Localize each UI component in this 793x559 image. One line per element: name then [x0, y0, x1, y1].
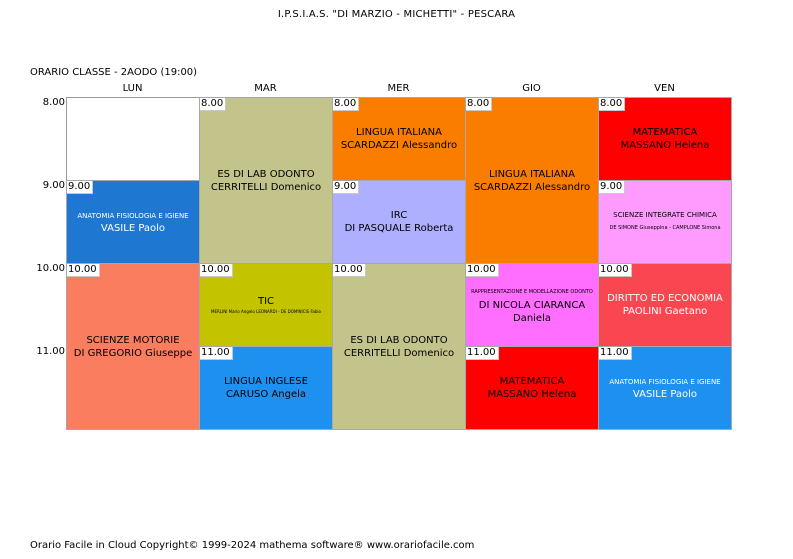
subject-label: ES DI LAB ODONTO: [350, 334, 448, 346]
day-header-lun: LUN: [122, 83, 143, 94]
lesson-block[interactable]: 9.00 SCIENZE INTEGRATE CHIMICA DE SIMONE G…: [598, 180, 732, 264]
copyright-footer: Orario Facile in Cloud Copyright© 1999-2…: [30, 540, 475, 551]
subject-label: SCIENZE MOTORIE: [86, 334, 180, 346]
block-start-time: 8.00: [200, 98, 227, 111]
block-start-time: 9.00: [333, 181, 360, 194]
block-start-time: 10.00: [599, 264, 632, 277]
lesson-block[interactable]: 11.00 LINGUA INGLESE CARUSO Angela: [199, 346, 333, 430]
teacher-label: PAOLINI Gaetano: [622, 306, 708, 317]
teacher-label: CERRITELLI Domenico: [210, 181, 322, 193]
subject-label: IRC: [390, 210, 408, 221]
day-header-mar: MAR: [254, 83, 277, 94]
subject-label: TIC: [257, 295, 275, 307]
teacher-label: CERRITELLI Domenico: [343, 347, 455, 359]
lesson-block[interactable]: 9.00 IRC DI PASQUALE Roberta: [332, 180, 466, 264]
lesson-block[interactable]: 8.00 LINGUA ITALIANA SCARDAZZI Alessandro: [332, 97, 466, 181]
lesson-block[interactable]: 9.00 ANATOMIA FISIOLOGIA E IGIENE VASILE P…: [66, 180, 200, 264]
school-title: I.P.S.I.A.S. "DI MARZIO - MICHETTI" - PE…: [277, 9, 516, 20]
teacher-label: CARUSO Angela: [225, 389, 307, 400]
block-start-time: 8.00: [333, 98, 360, 111]
block-start-time: 8.00: [466, 98, 493, 111]
block-start-time: 9.00: [599, 181, 626, 194]
time-label-10: 10.00: [36, 263, 65, 274]
subject-label: ANATOMIA FISIOLOGIA E IGIENE: [609, 377, 721, 386]
subject-label: RAPPRESENTAZIONE E MODELLAZIONE ODONTO: [471, 289, 593, 295]
subject-label: LINGUA ITALIANA: [356, 127, 442, 138]
teacher-label: MASSANO Helena: [487, 389, 577, 400]
block-start-time: 10.00: [333, 264, 366, 277]
subject-label: SCIENZE INTEGRATE CHIMICA: [613, 211, 717, 219]
day-header-mer: MER: [387, 83, 410, 94]
lesson-block[interactable]: 11.00 ANATOMIA FISIOLOGIA E IGIENE VASILE …: [598, 346, 732, 430]
subject-label: MATEMATICA: [499, 376, 565, 387]
lesson-block[interactable]: 8.00 LINGUA ITALIANA SCARDAZZI Alessandro: [465, 97, 599, 264]
subject-label: LINGUA INGLESE: [224, 376, 308, 387]
lesson-block[interactable]: 8.00 ES DI LAB ODONTO CERRITELLI Domenico: [199, 97, 333, 264]
teacher-label: DI NICOLA CIARANCA Daniela: [478, 300, 586, 324]
lesson-block[interactable]: 10.00 TIC MERLINI Mario Angelo LEONARDI - …: [199, 263, 333, 347]
teacher-label: SCARDAZZI Alessandro: [473, 181, 591, 193]
teacher-label: VASILE Paolo: [632, 388, 698, 400]
teacher-label: MASSANO Helena: [620, 140, 710, 151]
time-label-11: 11.00: [36, 346, 65, 357]
lesson-block[interactable]: 10.00 RAPPRESENTAZIONE E MODELLAZIONE ODO…: [465, 263, 599, 347]
block-start-time: 10.00: [466, 264, 499, 277]
lesson-block[interactable]: 10.00 ES DI LAB ODONTO CERRITELLI Domenico: [332, 263, 466, 430]
lesson-block[interactable]: 8.00 MATEMATICA MASSANO Helena: [598, 97, 732, 181]
block-start-time: 10.00: [67, 264, 100, 277]
block-start-time: 10.00: [200, 264, 233, 277]
teacher-label: DE SIMONE Giuseppina - CAMPLONE Simona: [609, 225, 721, 231]
time-label-8: 8.00: [42, 97, 65, 108]
block-start-time: 8.00: [599, 98, 626, 111]
block-start-time: 11.00: [200, 347, 233, 360]
lesson-block[interactable]: 10.00 DIRITTO ED ECONOMIA PAOLINI Gaetano: [598, 263, 732, 347]
teacher-label: DI GREGORIO Giuseppe: [73, 347, 193, 359]
block-start-time: 11.00: [599, 347, 632, 360]
subject-label: DIRITTO ED ECONOMIA: [607, 293, 723, 304]
subject-label: LINGUA ITALIANA: [489, 168, 575, 180]
class-label: ORARIO CLASSE - 2AODO (19:00): [30, 67, 198, 78]
day-header-ven: VEN: [654, 83, 675, 94]
lesson-block[interactable]: 11.00 MATEMATICA MASSANO Helena: [465, 346, 599, 430]
subject-label: ANATOMIA FISIOLOGIA E IGIENE: [77, 211, 189, 220]
subject-label: MATEMATICA: [632, 127, 698, 138]
subject-label: ES DI LAB ODONTO: [217, 168, 315, 180]
day-header-gio: GIO: [522, 83, 541, 94]
teacher-label: MERLINI Mario Angelo LEONARDI - DE DOMIN…: [211, 308, 321, 314]
block-start-time: 9.00: [67, 181, 94, 194]
block-start-time: 11.00: [466, 347, 499, 360]
teacher-label: DI PASQUALE Roberta: [344, 223, 454, 234]
teacher-label: VASILE Paolo: [100, 222, 166, 234]
time-label-9: 9.00: [42, 180, 65, 191]
teacher-label: SCARDAZZI Alessandro: [340, 140, 458, 151]
lesson-block[interactable]: 10.00 SCIENZE MOTORIE DI GREGORIO Giuseppe: [66, 263, 200, 430]
